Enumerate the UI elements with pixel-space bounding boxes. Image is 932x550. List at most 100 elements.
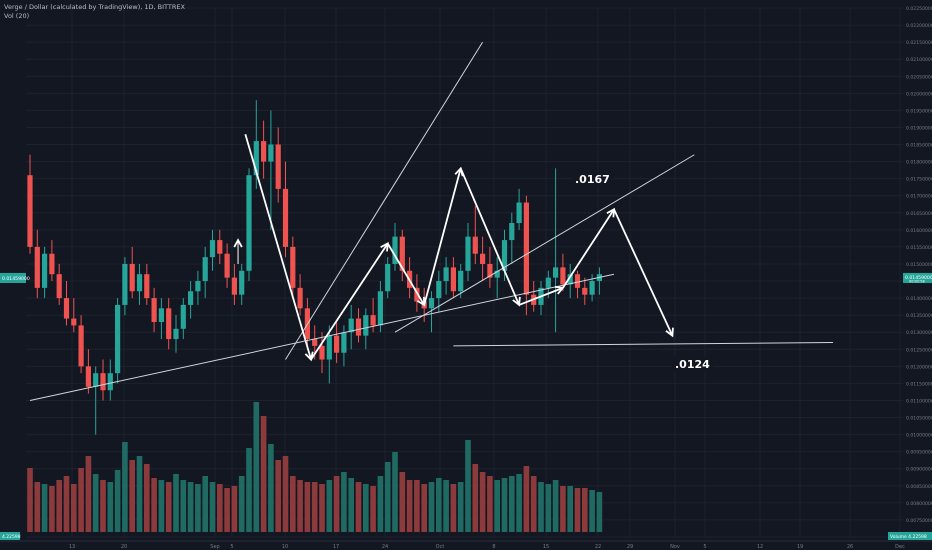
- volume-bar: [275, 460, 281, 532]
- candle-body: [42, 253, 48, 288]
- candle-body: [202, 257, 208, 282]
- candle-body: [582, 287, 588, 295]
- left-price-axis: 0.01459000 4.22598: [0, 272, 30, 540]
- volume-bar: [27, 468, 33, 532]
- price-tick-label: 0.01350000: [906, 313, 932, 319]
- candle-body: [458, 270, 464, 292]
- time-tick-label: 12: [757, 544, 763, 550]
- candle-body: [428, 298, 435, 309]
- volume-bar: [246, 448, 252, 532]
- candle-body: [261, 141, 267, 162]
- candle-body: [297, 287, 303, 309]
- price-tick-label: 0.02200000: [906, 23, 932, 29]
- candle-body: [465, 236, 471, 271]
- time-tick-label: Sep: [210, 544, 219, 550]
- price-tick-label: 0.00800000: [906, 501, 932, 507]
- volume-bar: [574, 488, 581, 532]
- volume-bar: [319, 484, 325, 532]
- candle-body: [93, 373, 99, 387]
- volume-bar: [49, 486, 55, 532]
- target-low-label: .0124: [672, 357, 713, 372]
- volume-bar: [122, 442, 128, 532]
- price-tick-label: 0.01950000: [906, 108, 932, 114]
- volume-bar: [195, 484, 201, 532]
- time-tick-label: Oct: [436, 544, 445, 550]
- volume-bar: [596, 492, 603, 532]
- time-tick-label: Dec: [895, 544, 905, 550]
- time-axis: 13 20 Sep 5 10 17 24 Oct 8 15 22 29 Nov 5 12 19 26 Dec: [0, 540, 932, 550]
- projection-arrow-segment[interactable]: [386, 243, 425, 306]
- volume-bar: [348, 478, 354, 532]
- volume-bar: [268, 444, 274, 532]
- current-price-badge: [903, 272, 932, 283]
- candle-body: [501, 240, 508, 271]
- candle-body: [414, 287, 420, 302]
- volume-bar: [399, 472, 406, 532]
- price-tick-label: 0.01250000: [906, 347, 932, 353]
- projection-arrow-segment[interactable]: [459, 168, 520, 306]
- candle-body: [436, 281, 442, 299]
- volume-bar: [173, 474, 179, 532]
- volume-bar: [180, 480, 187, 532]
- projection-arrow-segment[interactable]: [244, 134, 312, 360]
- target-high-label: .0167: [572, 172, 613, 187]
- candle-body: [209, 240, 216, 258]
- trendline[interactable]: [29, 273, 615, 401]
- candle-body: [136, 274, 143, 292]
- price-tick-label: 0.02250000: [906, 6, 932, 12]
- volume-bar: [552, 480, 559, 532]
- volume-bar: [304, 482, 311, 532]
- candle-body: [545, 277, 551, 288]
- trendline[interactable]: [285, 41, 484, 360]
- candle-body: [85, 366, 91, 387]
- volume-series: [27, 402, 603, 532]
- volume-bar: [107, 482, 114, 532]
- candle-body: [158, 308, 164, 322]
- candle-body: [290, 246, 296, 288]
- candle-body: [509, 223, 515, 241]
- volume-bar: [487, 476, 493, 532]
- arrow-head: [665, 327, 674, 338]
- price-tick-label: 0.02050000: [906, 74, 932, 80]
- time-tick-label: 5: [703, 544, 706, 550]
- volume-bar: [129, 460, 135, 532]
- projection-arrow-segment[interactable]: [423, 168, 462, 306]
- volume-bar: [56, 480, 62, 532]
- candle-body: [312, 339, 318, 346]
- price-tick-label: 0.02100000: [906, 57, 932, 63]
- time-tick-label: 29: [627, 544, 633, 550]
- candle-body: [341, 332, 347, 353]
- time-tick-label: 8: [492, 544, 495, 550]
- time-tick-label: 19: [797, 544, 803, 550]
- trendline[interactable]: [394, 154, 695, 333]
- candle-body: [589, 281, 595, 295]
- volume-bar: [238, 476, 245, 532]
- candle-body: [144, 274, 150, 299]
- candle-body: [71, 318, 77, 326]
- time-tick-label: 15: [543, 544, 549, 550]
- volume-bar: [158, 480, 165, 532]
- projection-arrow-segment[interactable]: [518, 287, 564, 306]
- volume-bar: [92, 474, 99, 532]
- projection-arrow-segment[interactable]: [613, 208, 674, 337]
- price-tick-label: 0.01150000: [906, 381, 932, 387]
- time-tick-label: 10: [282, 544, 288, 550]
- candle-body: [560, 267, 566, 285]
- volume-bar: [509, 476, 515, 532]
- time-tick-label: 17: [333, 544, 339, 550]
- time-tick-label: Nov: [670, 544, 680, 550]
- current-price-value: 0.01459000: [905, 275, 932, 281]
- volume-bar: [63, 476, 70, 532]
- trendline[interactable]: [453, 341, 834, 347]
- candle-body: [78, 325, 84, 367]
- volume-bar: [567, 486, 573, 532]
- price-tick-label: 0.00850000: [906, 484, 932, 490]
- projection-arrow-segment[interactable]: [562, 208, 615, 289]
- volume-bar: [224, 488, 230, 532]
- candle-body: [355, 318, 362, 336]
- projection-arrow-segment[interactable]: [310, 242, 389, 361]
- volume-badge-text: Volume 4.22598: [890, 534, 927, 540]
- left-volume-badge-text: 4.22598: [2, 534, 21, 540]
- candle-body: [195, 281, 201, 292]
